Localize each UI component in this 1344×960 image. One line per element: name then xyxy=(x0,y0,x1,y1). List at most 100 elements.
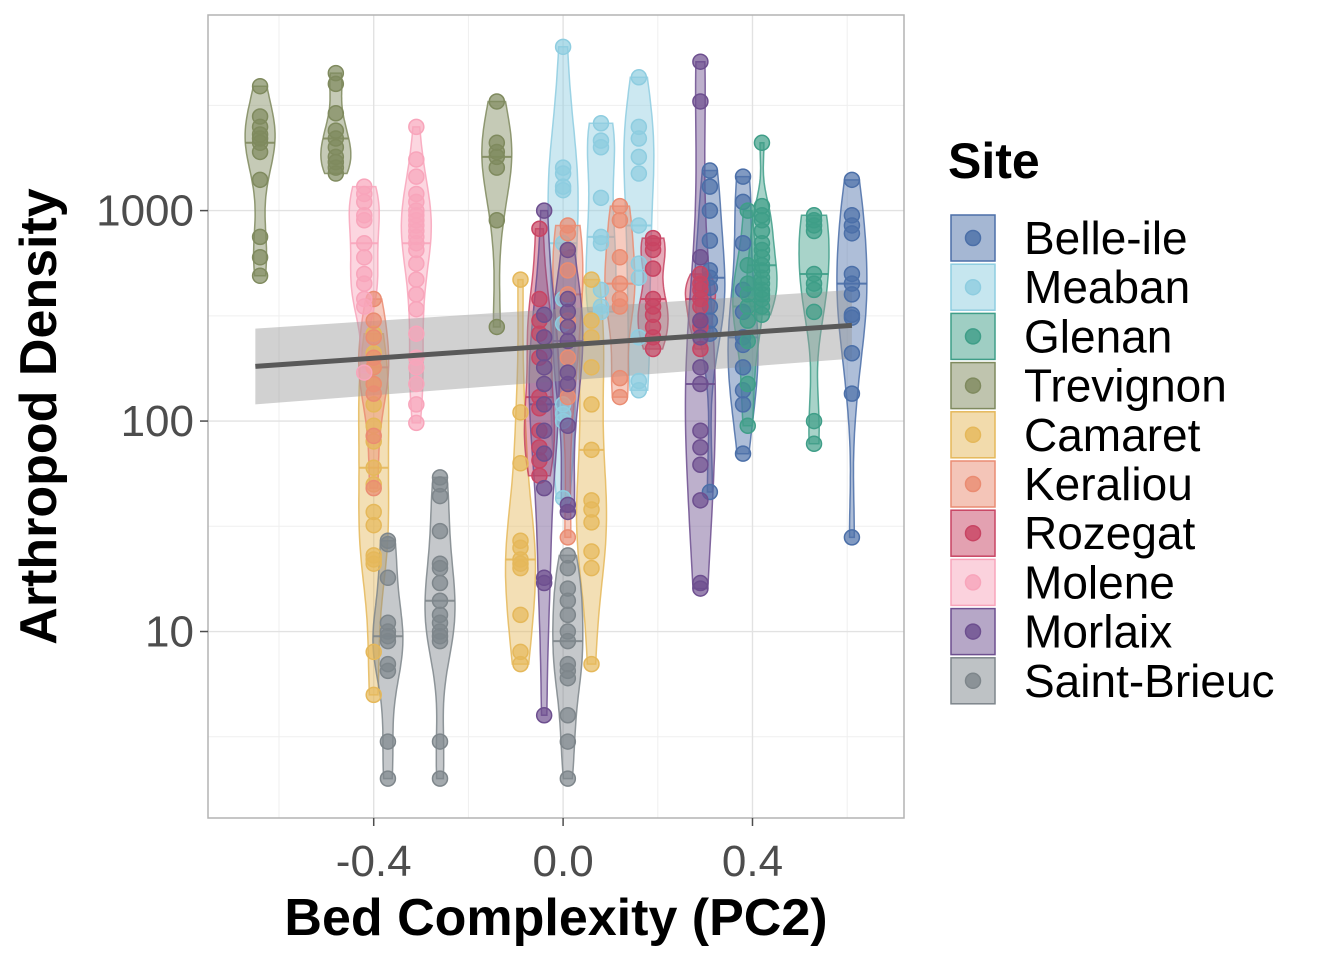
data-point-camaret xyxy=(583,655,600,673)
data-point-meaban xyxy=(630,69,648,86)
legend-item-rozegat: Rozegat xyxy=(950,507,1196,559)
data-point-belle-ile xyxy=(843,385,861,402)
data-point-molene xyxy=(408,118,425,136)
data-point-belle-ile xyxy=(843,171,861,189)
data-point-belle-ile xyxy=(843,286,861,303)
data-point-saint-brieuc xyxy=(559,559,577,577)
data-point-camaret xyxy=(583,396,600,413)
data-point-morlaix xyxy=(535,396,553,413)
data-point-morlaix xyxy=(692,359,709,376)
y-tick-label: 1000 xyxy=(96,187,194,236)
data-point-belle-ile xyxy=(701,178,719,195)
data-point-molene xyxy=(408,359,425,376)
data-point-camaret xyxy=(512,404,529,421)
legend-item-morlaix: Morlaix xyxy=(950,606,1172,658)
data-point-trevignon xyxy=(488,211,506,229)
data-point-camaret xyxy=(583,271,600,288)
data-point-glenan xyxy=(739,202,757,219)
legend-key xyxy=(950,263,996,311)
data-point-camaret xyxy=(583,559,600,577)
data-point-meaban xyxy=(592,234,610,252)
data-point-molene xyxy=(408,151,425,168)
data-point-molene xyxy=(408,255,425,272)
data-points xyxy=(251,38,861,787)
data-point-morlaix xyxy=(535,359,553,376)
data-point-molene xyxy=(355,249,373,266)
data-point-keraliou xyxy=(611,275,629,292)
panel-border xyxy=(207,14,905,819)
data-point-keraliou xyxy=(559,225,577,242)
data-point-morlaix xyxy=(692,53,709,70)
legend-label: Saint-Brieuc xyxy=(1024,655,1275,707)
data-point-morlaix xyxy=(692,375,709,393)
data-point-camaret xyxy=(365,555,382,572)
data-point-keraliou xyxy=(559,349,577,366)
data-point-trevignon xyxy=(251,267,269,285)
data-point-rozegat xyxy=(692,298,709,315)
data-point-belle-ile xyxy=(701,202,719,219)
data-point-morlaix xyxy=(559,503,577,521)
data-point-belle-ile xyxy=(701,232,719,249)
data-point-glenan xyxy=(739,375,757,393)
data-point-saint-brieuc xyxy=(431,770,449,787)
data-point-morlaix xyxy=(535,329,553,346)
data-point-molene xyxy=(355,234,373,252)
legend-label: Camaret xyxy=(1024,409,1201,461)
legend-label: Meaban xyxy=(1024,261,1190,313)
data-point-morlaix xyxy=(535,479,553,497)
data-point-meaban xyxy=(630,255,648,272)
data-point-camaret xyxy=(365,516,382,534)
data-point-keraliou xyxy=(611,298,629,315)
data-point-molene xyxy=(355,298,373,315)
data-point-morlaix xyxy=(692,456,709,474)
y-tick-label: 10 xyxy=(145,608,194,657)
legend-label: Glenan xyxy=(1024,310,1172,362)
data-point-morlaix xyxy=(535,375,553,393)
data-point-morlaix xyxy=(692,580,709,597)
data-point-belle-ile xyxy=(843,225,861,242)
x-tick-label: 0.0 xyxy=(533,837,594,886)
data-point-meaban xyxy=(554,181,572,199)
data-point-belle-ile xyxy=(734,359,752,376)
data-point-saint-brieuc xyxy=(379,569,397,587)
data-point-meaban xyxy=(592,189,610,207)
data-point-camaret xyxy=(583,441,600,459)
data-point-saint-brieuc xyxy=(379,770,397,787)
data-point-keraliou xyxy=(611,197,629,215)
x-tick-label: -0.4 xyxy=(336,837,412,886)
data-point-molene xyxy=(408,396,425,413)
trend-line xyxy=(255,322,853,369)
data-point-morlaix xyxy=(535,422,553,439)
data-point-trevignon xyxy=(251,143,269,161)
legend-item-molene: Molene xyxy=(950,556,1175,608)
data-point-saint-brieuc xyxy=(379,632,397,650)
data-point-camaret xyxy=(512,559,529,577)
data-point-meaban xyxy=(630,217,648,234)
data-point-saint-brieuc xyxy=(431,632,449,650)
legend-key-point xyxy=(964,672,982,690)
data-point-rozegat xyxy=(644,340,662,358)
data-point-saint-brieuc xyxy=(431,559,449,577)
data-point-glenan xyxy=(739,332,757,350)
data-point-rozegat xyxy=(644,241,662,259)
data-point-saint-brieuc xyxy=(559,606,577,624)
data-point-camaret xyxy=(583,514,600,531)
data-point-morlaix xyxy=(559,375,577,393)
data-point-keraliou xyxy=(611,249,629,266)
legend-label: Molene xyxy=(1024,556,1175,608)
data-point-morlaix xyxy=(559,241,577,259)
data-point-trevignon xyxy=(251,228,269,246)
data-point-keraliou xyxy=(365,329,382,346)
data-point-camaret xyxy=(512,271,529,288)
x-axis-title: Bed Complexity (PC2) xyxy=(284,889,827,947)
data-point-keraliou xyxy=(559,262,577,279)
data-point-saint-brieuc xyxy=(559,669,577,687)
data-point-saint-brieuc xyxy=(559,770,577,787)
data-point-morlaix xyxy=(535,306,553,323)
data-point-meaban xyxy=(630,148,648,166)
data-point-glenan xyxy=(805,435,823,453)
data-point-morlaix xyxy=(559,303,577,321)
data-point-saint-brieuc xyxy=(379,535,397,553)
data-point-trevignon xyxy=(488,318,506,336)
legend-key-point xyxy=(964,623,982,640)
